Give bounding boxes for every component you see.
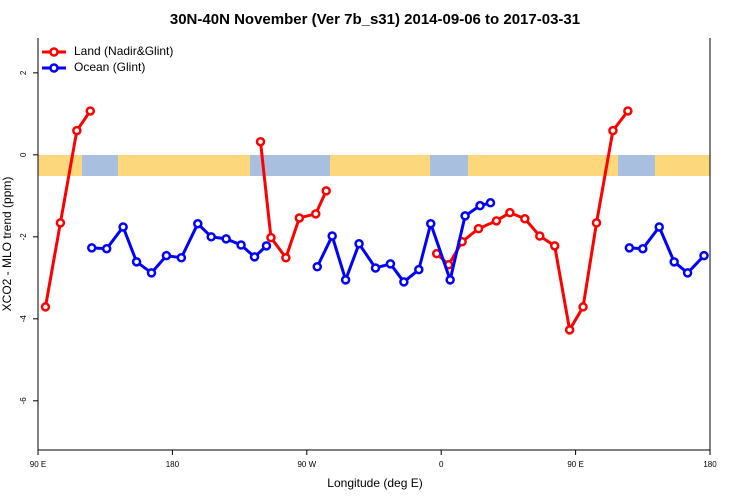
data-point xyxy=(669,257,679,267)
data-point xyxy=(638,243,648,254)
data-point xyxy=(72,125,82,136)
data-point xyxy=(591,218,602,228)
data-point xyxy=(327,231,337,241)
map-land xyxy=(655,155,710,176)
data-point xyxy=(118,222,128,232)
data-point xyxy=(249,252,260,262)
x-tick-label: 0 xyxy=(439,460,444,469)
x-tick-label: 180 xyxy=(166,460,180,469)
data-point xyxy=(385,259,396,269)
data-point xyxy=(491,216,502,226)
data-point xyxy=(473,223,484,234)
legend-marker xyxy=(49,63,59,73)
data-point xyxy=(564,325,575,335)
x-tick-label: 180 xyxy=(703,460,717,469)
legend-label: Ocean (Glint) xyxy=(74,60,145,74)
series-line xyxy=(43,110,630,335)
data-point xyxy=(312,262,323,272)
data-point xyxy=(206,232,216,242)
data-point xyxy=(624,243,635,253)
x-axis-label: Longitude (deg E) xyxy=(327,476,422,490)
data-point xyxy=(281,252,291,263)
data-point xyxy=(549,241,560,251)
data-point xyxy=(255,136,266,147)
data-point xyxy=(445,275,455,285)
data-point xyxy=(221,234,231,244)
x-tick-label: 90 W xyxy=(297,460,316,469)
data-point xyxy=(399,277,409,287)
series-line xyxy=(91,201,706,286)
data-point xyxy=(236,240,246,250)
data-point xyxy=(654,222,664,232)
y-tick-label: 0 xyxy=(19,152,28,157)
data-point xyxy=(40,302,51,312)
y-tick-label: -2 xyxy=(19,233,28,241)
data-point xyxy=(460,211,470,221)
x-tick-label: 90 E xyxy=(30,460,46,469)
map-band xyxy=(38,155,710,176)
data-point xyxy=(193,218,203,229)
data-point xyxy=(535,231,545,241)
data-point xyxy=(578,302,588,312)
data-point xyxy=(414,264,424,275)
data-point xyxy=(425,218,436,229)
data-point xyxy=(311,209,321,219)
data-point xyxy=(266,232,276,243)
map-land xyxy=(330,155,430,176)
data-point xyxy=(294,213,305,223)
y-tick-label: -6 xyxy=(19,397,28,405)
y-tick-label: 2 xyxy=(19,70,28,75)
data-point xyxy=(340,275,351,285)
chart-title: 30N-40N November (Ver 7b_s31) 2014-09-06… xyxy=(170,11,580,28)
y-tick-label: -4 xyxy=(19,315,28,323)
map-land xyxy=(118,155,250,176)
data-point xyxy=(475,200,485,211)
data-point xyxy=(146,268,157,278)
data-point xyxy=(101,243,112,254)
data-point xyxy=(261,241,272,251)
data-point xyxy=(682,268,693,278)
data-point xyxy=(505,207,515,218)
data-point xyxy=(699,250,709,261)
plot-frame xyxy=(37,38,711,451)
data-point xyxy=(176,252,187,263)
map-land xyxy=(468,155,618,176)
data-point xyxy=(608,125,618,136)
data-point xyxy=(321,186,331,196)
map-land xyxy=(38,155,82,176)
data-point xyxy=(623,106,633,116)
data-point xyxy=(485,198,496,208)
data-point xyxy=(55,218,66,228)
data-point xyxy=(87,243,97,253)
legend-marker xyxy=(49,47,59,57)
legend-label: Land (Nadir&Glint) xyxy=(74,44,173,58)
y-axis-label: XCO2 - MLO trend (ppm) xyxy=(0,177,14,312)
data-point xyxy=(520,214,530,224)
data-point xyxy=(85,106,96,116)
data-point xyxy=(354,239,364,249)
x-tick-label: 90 E xyxy=(567,460,583,469)
data-point xyxy=(161,250,172,261)
data-point xyxy=(131,257,142,267)
data-point xyxy=(370,263,381,273)
